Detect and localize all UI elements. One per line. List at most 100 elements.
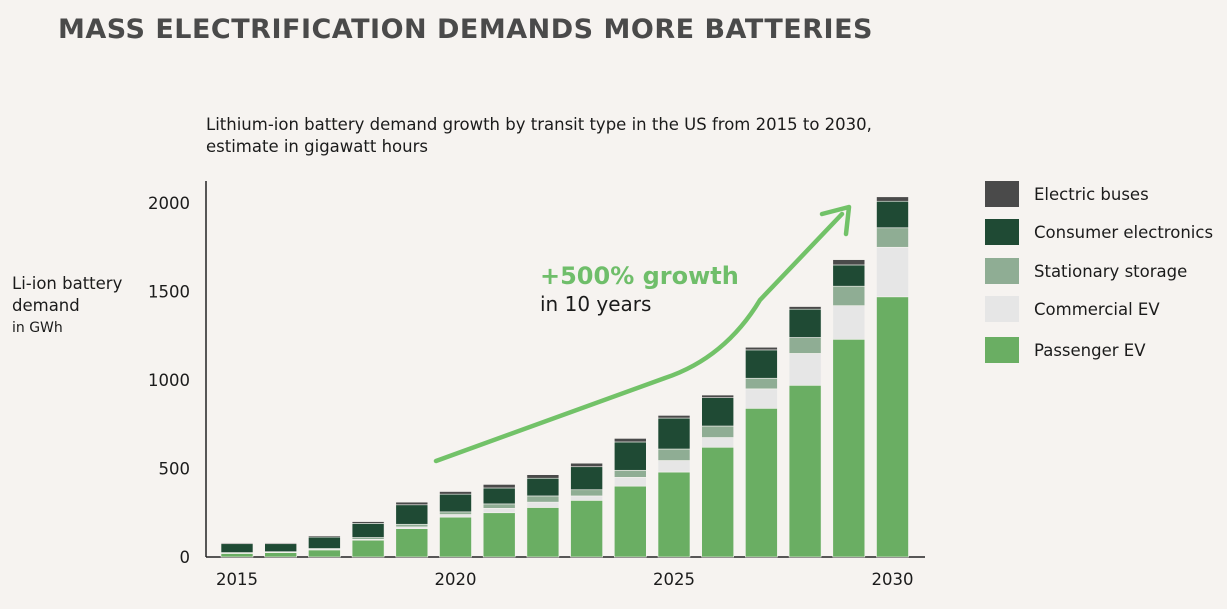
bar-segment-passenger-ev [351, 539, 385, 558]
legend-swatch [985, 296, 1019, 322]
bar-segment-stationary-storage [570, 489, 603, 497]
bar-segment-electric-buses [876, 196, 909, 202]
bar-segment-consumer-electronics [439, 493, 472, 513]
subtitle-line-2: estimate in gigawatt hours [206, 137, 428, 156]
bar-segment-electric-buses [351, 521, 385, 524]
legend-label: Passenger EV [1034, 340, 1146, 360]
x-tick-label: 2030 [872, 570, 914, 589]
bar-segment-consumer-electronics [395, 504, 429, 525]
bar-segment-consumer-electronics [220, 543, 254, 553]
bar-segment-commercial-ev [482, 508, 516, 514]
x-tick-label: 2025 [653, 570, 695, 589]
bar-segment-consumer-electronics [788, 308, 822, 338]
bar-segment-consumer-electronics [308, 536, 341, 549]
bar-segment-commercial-ev [613, 477, 647, 487]
bar-segment-stationary-storage [395, 523, 429, 528]
bar-segment-electric-buses [657, 415, 691, 419]
bar-segment-passenger-ev [570, 500, 603, 558]
growth-arrow-head [819, 204, 852, 237]
bar-segment-passenger-ev [482, 512, 516, 558]
chart-subtitle: Lithium-ion battery demand growth by tra… [206, 114, 926, 158]
bar-segment-electric-buses [832, 259, 866, 266]
bar-segment-electric-buses [220, 542, 254, 545]
bar-segment-passenger-ev [613, 485, 647, 558]
bar-segment-electric-buses [570, 462, 603, 468]
y-axis-label: Li-ion battery demand in GWh [12, 273, 162, 339]
bar-segment-electric-buses [526, 474, 560, 479]
bar-segment-commercial-ev [439, 514, 472, 518]
y-tick-label: 0 [180, 548, 191, 567]
bar-segment-electric-buses [613, 438, 647, 443]
subtitle-line-1: Lithium-ion battery demand growth by tra… [206, 115, 872, 134]
y-axis-unit: in GWh [12, 320, 63, 336]
bar-segment-passenger-ev [526, 507, 560, 558]
legend-item-passenger-ev: Passenger EV [985, 337, 1146, 363]
growth-callout-sub: in 10 years [540, 292, 652, 316]
bar-segment-electric-buses [482, 484, 516, 489]
y-tick-label: 1500 [148, 283, 190, 302]
bar-segment-commercial-ev [788, 353, 822, 386]
legend-label: Consumer electronics [1034, 222, 1214, 242]
legend-item-electric-buses: Electric buses [985, 181, 1149, 207]
bar-segment-passenger-ev [657, 471, 691, 558]
bar-segment-commercial-ev [745, 388, 778, 409]
bar-segment-stationary-storage [876, 227, 909, 248]
bar-segment-electric-buses [395, 501, 429, 506]
bar-segment-stationary-storage [832, 285, 866, 306]
bar-segment-electric-buses [745, 346, 778, 351]
y-axis-label-line-2: demand [12, 296, 80, 315]
bar-segment-commercial-ev [526, 501, 560, 508]
legend-item-stationary-storage: Stationary storage [985, 258, 1187, 284]
bar-segment-consumer-electronics [570, 466, 603, 491]
bar-segment-commercial-ev [832, 305, 866, 340]
legend-swatch [985, 258, 1019, 284]
bar-segment-consumer-electronics [482, 487, 516, 505]
bar-segment-passenger-ev [395, 528, 429, 558]
bar-segment-consumer-electronics [613, 441, 647, 471]
legend-label: Electric buses [1034, 184, 1149, 204]
bar-segment-passenger-ev [439, 516, 472, 558]
bar-segment-electric-buses [439, 491, 472, 495]
bar-segment-consumer-electronics [526, 477, 560, 497]
bar-segment-passenger-ev [832, 338, 866, 558]
bar-segment-stationary-storage [701, 425, 735, 438]
bar-segment-electric-buses [701, 394, 735, 399]
y-tick-label: 2000 [148, 194, 190, 213]
bar-segment-stationary-storage [613, 469, 647, 478]
bar-segment-consumer-electronics [876, 200, 909, 229]
bar-segment-electric-buses [308, 535, 341, 538]
legend-swatch [985, 181, 1019, 207]
bar-segment-stationary-storage [788, 337, 822, 354]
bar-segment-passenger-ev [788, 385, 822, 558]
bar-segment-consumer-electronics [832, 264, 866, 287]
bar-segment-passenger-ev [701, 446, 735, 558]
bar-segment-commercial-ev [657, 460, 691, 473]
bar-segment-stationary-storage [439, 511, 472, 515]
legend-label: Stationary storage [1034, 261, 1188, 281]
bar-segment-consumer-electronics [657, 417, 691, 450]
x-tick-label: 2020 [435, 570, 477, 589]
bar-segment-stationary-storage [526, 495, 560, 503]
bar-segment-stationary-storage [657, 448, 691, 461]
bar-segment-stationary-storage [745, 377, 778, 390]
legend-label: Commercial EV [1034, 299, 1160, 319]
bar-segment-passenger-ev [745, 408, 778, 558]
legend-swatch [985, 337, 1019, 363]
bar-segment-passenger-ev [876, 296, 909, 558]
bar-segment-passenger-ev [220, 553, 254, 558]
legend-swatch [985, 219, 1019, 245]
y-tick-label: 1000 [148, 371, 190, 390]
bar-segment-commercial-ev [876, 246, 909, 298]
bar-segment-consumer-electronics [264, 543, 298, 552]
growth-callout-main: +500% growth [540, 262, 739, 290]
bar-segment-passenger-ev [308, 549, 341, 558]
chart-legend: Electric buses Consumer electronics Statio… [985, 0, 1225, 400]
bar-segment-commercial-ev [570, 495, 603, 501]
bar-segment-consumer-electronics [701, 397, 735, 427]
bar-segment-passenger-ev [264, 552, 298, 558]
y-tick-label: 500 [159, 460, 191, 479]
bar-segment-stationary-storage [482, 503, 516, 509]
bar-segment-commercial-ev [701, 437, 735, 448]
